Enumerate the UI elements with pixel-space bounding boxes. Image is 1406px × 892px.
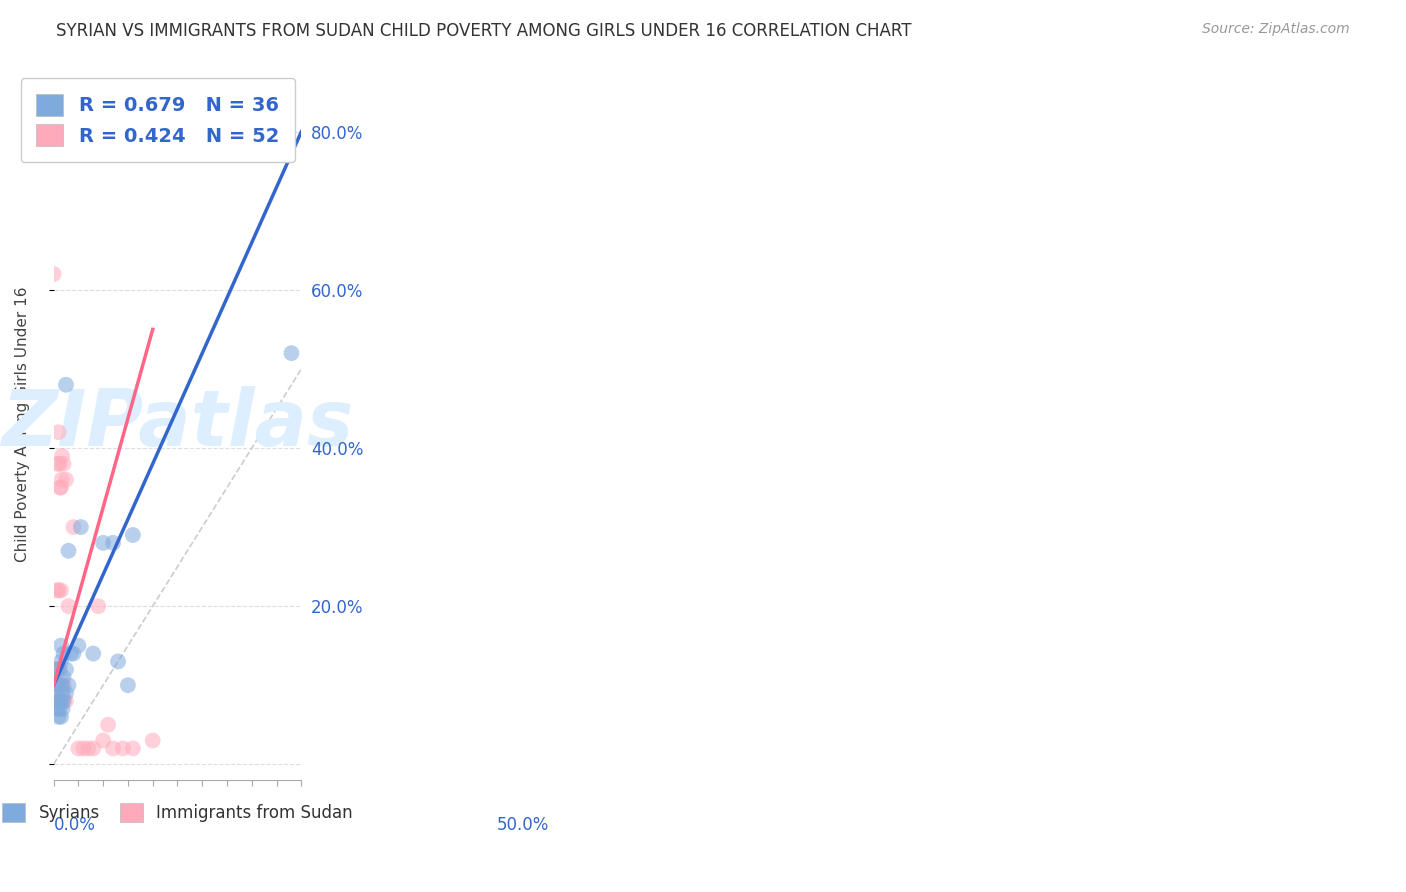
Point [55,662,77,676]
Point [101,741,124,756]
Point [62,647,84,661]
Point [46,702,69,716]
Point [48,662,70,676]
Point [49,481,72,495]
Point [52,457,75,471]
Point [42,678,65,692]
Point [46,662,69,676]
Point [46,694,69,708]
Point [280,346,302,360]
Text: SYRIAN VS IMMIGRANTS FROM SUDAN CHILD POVERTY AMONG GIRLS UNDER 16 CORRELATION C: SYRIAN VS IMMIGRANTS FROM SUDAN CHILD PO… [56,22,911,40]
Point [44,678,66,692]
Point [42,267,65,281]
Point [101,536,124,550]
Point [49,694,72,708]
Point [46,678,69,692]
Point [82,741,104,756]
Point [48,583,70,598]
Point [46,457,69,471]
Point [87,599,110,614]
Text: 50.0%: 50.0% [496,815,550,834]
Point [67,639,90,653]
Point [55,473,77,487]
Point [58,543,80,558]
Point [48,678,70,692]
Point [82,647,104,661]
Point [49,694,72,708]
Point [117,678,139,692]
Point [52,694,75,708]
Point [46,583,69,598]
Point [52,694,75,708]
Point [51,449,73,463]
Point [52,647,75,661]
Point [72,741,94,756]
Point [62,520,84,534]
Point [49,639,72,653]
Point [49,710,72,724]
Point [48,694,70,708]
Point [49,655,72,669]
Point [111,741,134,756]
Point [44,694,66,708]
Point [55,694,77,708]
Point [97,717,120,731]
Point [51,473,73,487]
Point [122,528,145,542]
Legend: Syrians, Immigrants from Sudan: Syrians, Immigrants from Sudan [0,796,360,829]
Point [59,647,82,661]
Point [48,702,70,716]
Point [46,662,69,676]
Point [48,662,70,676]
Point [51,694,73,708]
Point [48,694,70,708]
Point [49,583,72,598]
Point [270,133,292,147]
Point [91,733,114,747]
Point [48,694,70,708]
Point [77,741,100,756]
Point [52,678,75,692]
Point [46,694,69,708]
Point [45,694,67,708]
Point [67,741,90,756]
Point [51,678,73,692]
Point [48,678,70,692]
Point [49,481,72,495]
Point [52,670,75,684]
Text: ZIPatlas: ZIPatlas [1,386,353,462]
Point [48,425,70,440]
Point [45,694,67,708]
Point [46,678,69,692]
Point [48,678,70,692]
Point [91,536,114,550]
Point [49,678,72,692]
Point [46,678,69,692]
Point [45,678,67,692]
Y-axis label: Child Poverty Among Girls Under 16: Child Poverty Among Girls Under 16 [15,286,30,562]
Point [42,694,65,708]
Point [45,662,67,676]
Point [107,655,129,669]
Point [70,520,93,534]
Point [48,457,70,471]
Point [45,662,67,676]
Point [51,686,73,700]
Point [49,694,72,708]
Point [55,686,77,700]
Point [48,710,70,724]
Point [122,741,145,756]
Point [51,702,73,716]
Point [49,678,72,692]
Text: 0.0%: 0.0% [53,815,96,834]
Point [58,678,80,692]
Point [55,377,77,392]
Point [142,733,165,747]
Point [58,599,80,614]
Text: Source: ZipAtlas.com: Source: ZipAtlas.com [1202,22,1350,37]
